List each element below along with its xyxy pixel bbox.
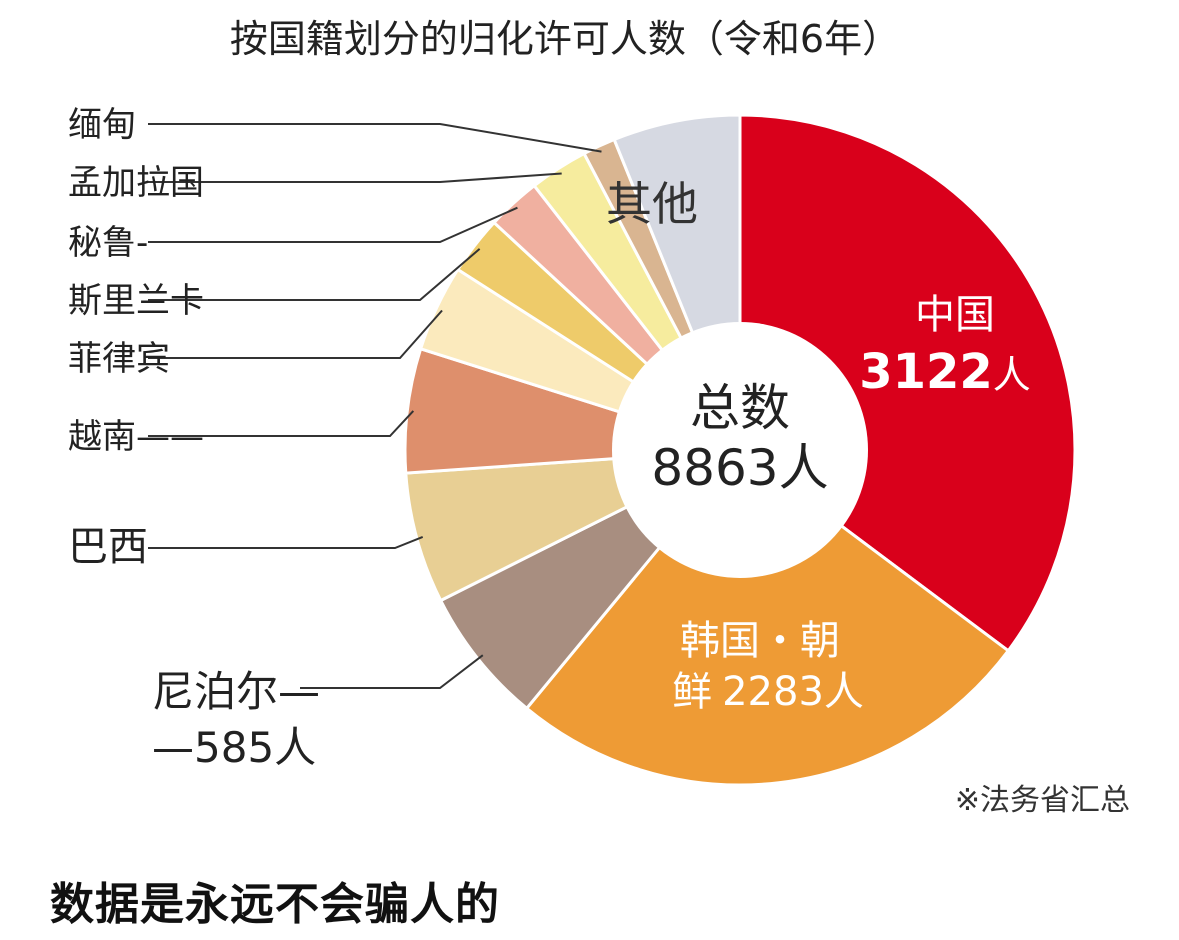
pie-slice-0 [738, 113, 1077, 653]
callout-line-3 [148, 536, 424, 549]
callout-label-4: 越南—— [68, 417, 204, 457]
callout-label-9: 缅甸 [68, 105, 136, 145]
callout-label-2-line1: 尼泊尔— [152, 667, 320, 716]
callout-line-5 [148, 309, 443, 359]
callout-line-9 [148, 123, 602, 153]
label-korea-line2-name: 鲜 [672, 669, 712, 715]
label-other: 其他 [606, 177, 698, 231]
donut-hole [612, 322, 868, 578]
center-label: 总数 [690, 379, 790, 437]
label-korea-line2: 鲜 2283人 [672, 669, 864, 715]
label-korea-line1: 韩国・朝 [680, 618, 840, 664]
value-korea: 2283人 [722, 669, 864, 715]
callout-line-6 [148, 248, 481, 301]
callout-label-6: 斯里兰卡 [68, 281, 204, 321]
callout-line-4 [148, 410, 415, 437]
label-china: 中国 [915, 292, 995, 338]
value-china-unit: 人 [993, 353, 1031, 397]
center-value: 8863人 [651, 439, 828, 497]
value-china: 3122人 [859, 344, 1031, 400]
pie-slice-1 [524, 447, 1011, 787]
chart-title: 按国籍划分的归化许可人数（令和6年） [230, 17, 900, 61]
callout-label-7: 秘鲁- [68, 223, 148, 263]
callout-label-3: 巴西 [68, 524, 148, 570]
callout-line-2 [300, 654, 484, 689]
callout-line-8 [148, 172, 562, 183]
caption: 数据是永远不会骗人的 [50, 879, 500, 930]
callout-line-7 [148, 206, 518, 243]
source-note: ※法务省汇总 [955, 783, 1130, 818]
callout-label-8: 孟加拉国 [68, 163, 204, 203]
value-china-number: 3122 [859, 344, 993, 400]
callout-label-5: 菲律宾 [68, 339, 170, 379]
callout-label-2-line2: —585人 [152, 723, 316, 772]
